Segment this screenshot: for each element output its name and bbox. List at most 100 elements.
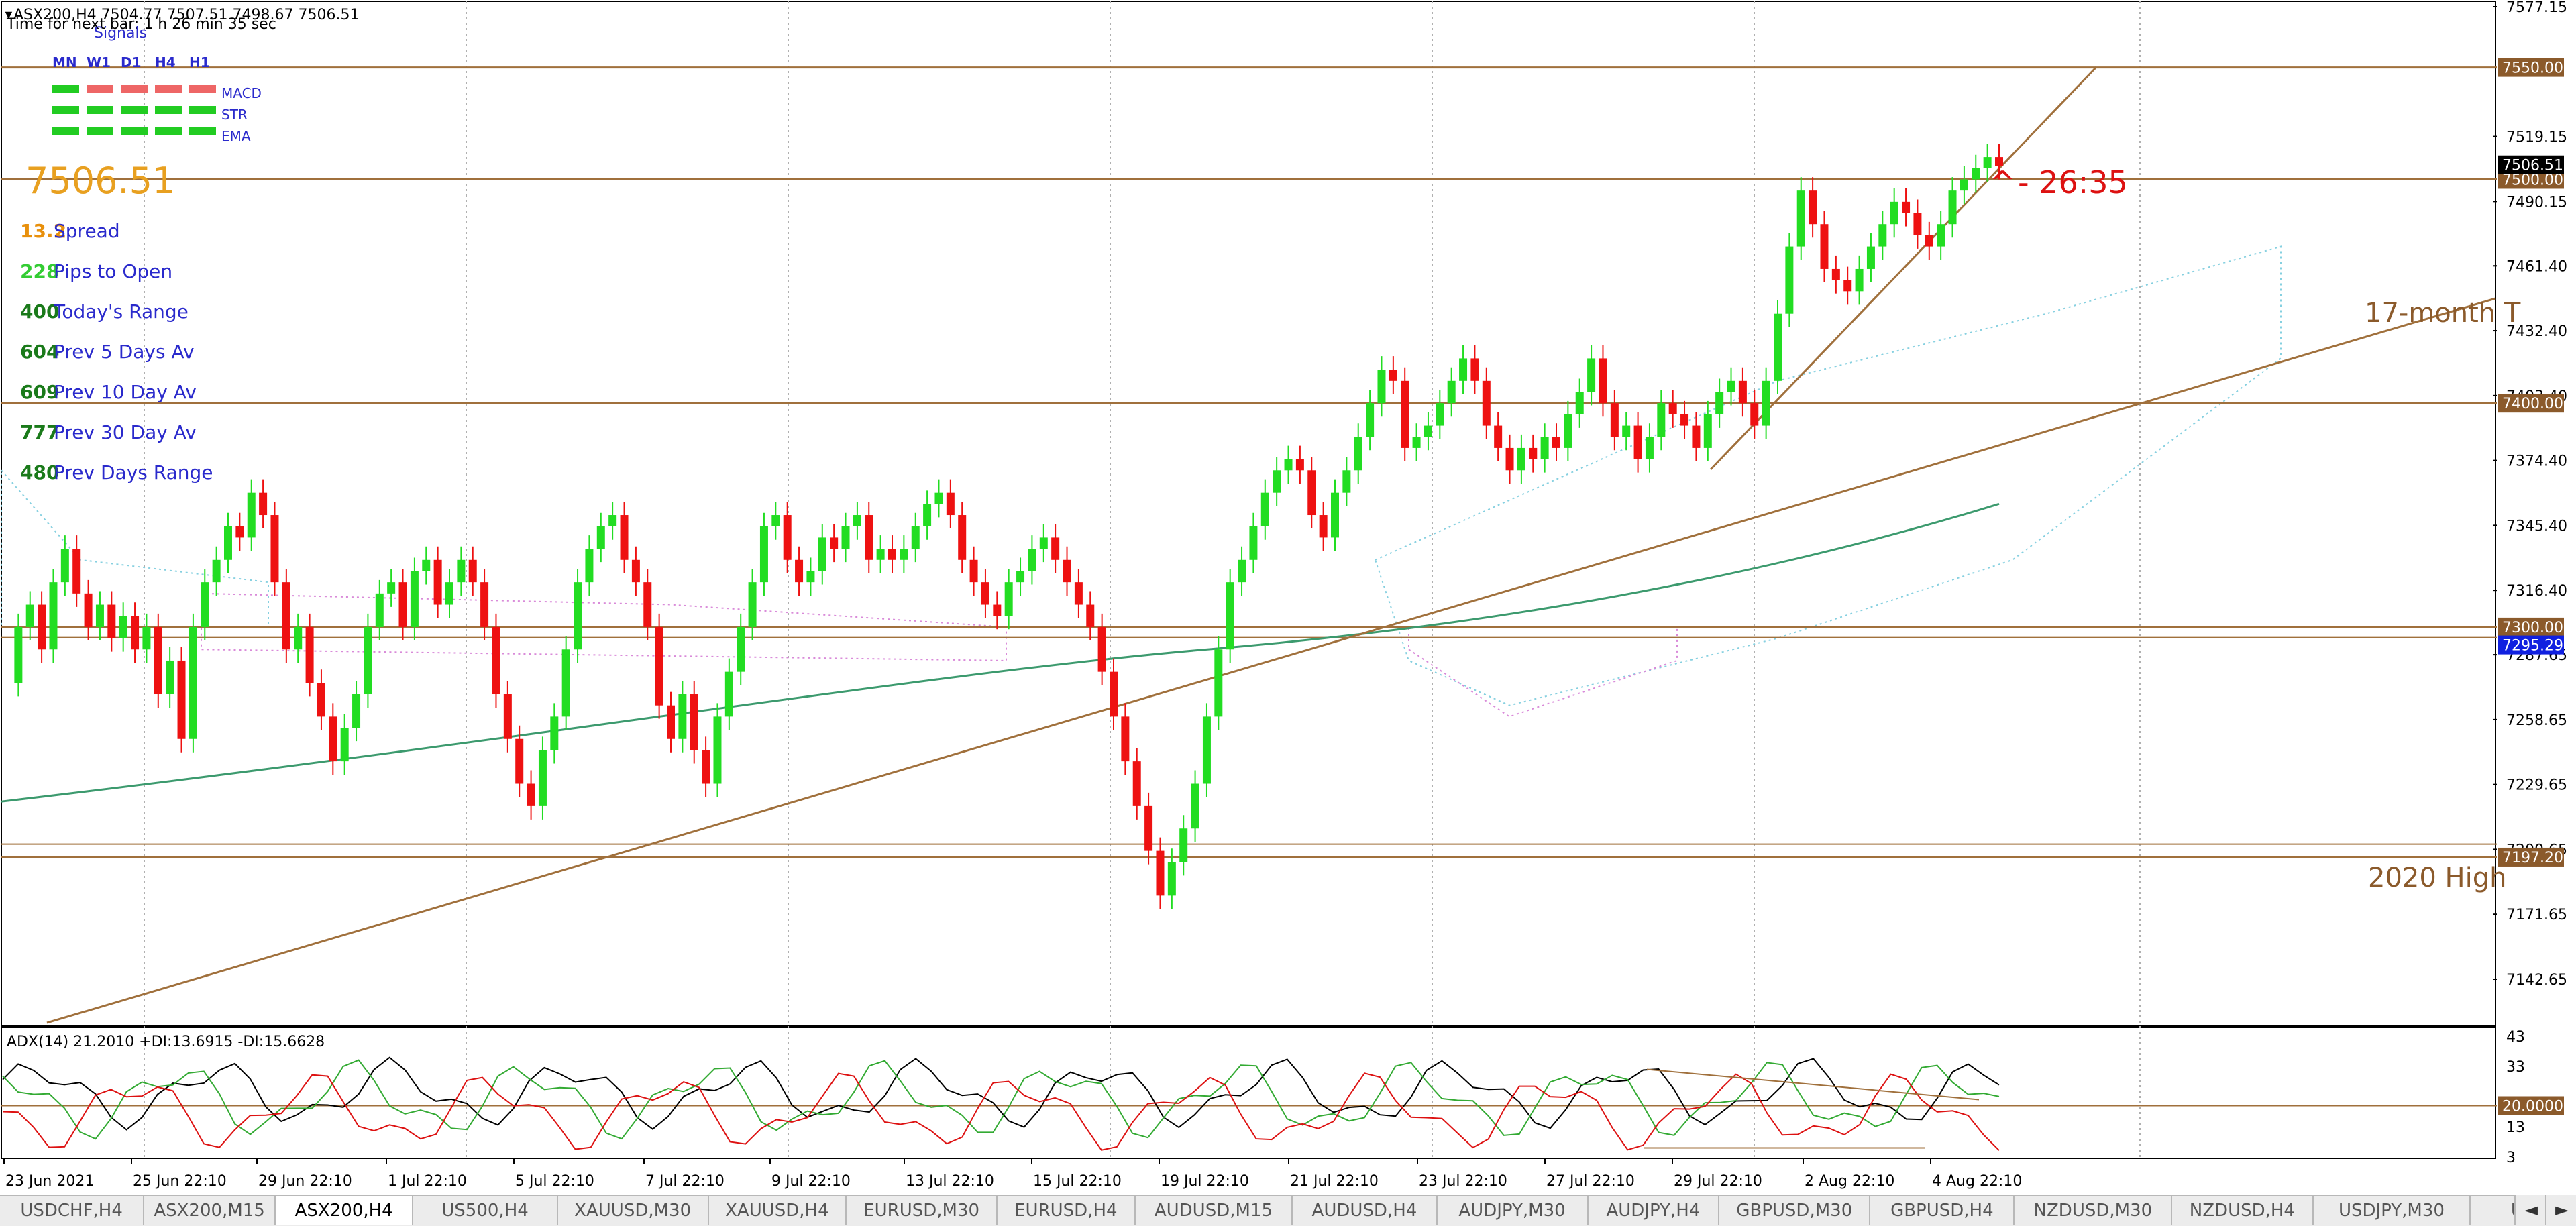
candle-body: [1843, 280, 1852, 292]
symbol-tab-bar: USDCHF,H4 ASX200,M15 ASX200,H4 US500,H4 XAUU…: [0, 1195, 2576, 1226]
candle-body: [340, 728, 349, 762]
tab-gbpusd-m30[interactable]: GBPUSD,M30: [1719, 1196, 1871, 1225]
tab-next-button[interactable]: ►: [2545, 1195, 2576, 1225]
candle-body: [900, 549, 908, 560]
candle-body: [1750, 403, 1759, 426]
tab-audusd-h4[interactable]: AUDUSD,H4: [1293, 1196, 1438, 1225]
tab-nzdusd-m30[interactable]: NZDUSD,M30: [2015, 1196, 2173, 1225]
tab-us500-h4[interactable]: US500,H4: [413, 1196, 558, 1225]
candle-body: [1063, 559, 1071, 583]
candle-body: [1214, 649, 1223, 717]
candle-body: [1004, 582, 1013, 616]
price-tick-label: 7461.40: [2506, 258, 2567, 275]
level-badge-text: 7550.00: [2502, 60, 2563, 77]
tab-eurusd-h4[interactable]: EURUSD,H4: [998, 1196, 1136, 1225]
candle-body: [60, 549, 69, 583]
candle-body: [25, 604, 34, 627]
candle-body: [422, 559, 431, 571]
time-tick-label: 23 Jun 2021: [5, 1173, 94, 1190]
candle-body: [468, 559, 477, 583]
stat-label: Today's Range: [53, 300, 189, 323]
candle-body: [888, 549, 896, 560]
candle-body: [1132, 761, 1141, 806]
time-tick-label: 9 Jul 22:10: [771, 1173, 851, 1190]
tab-asx200-h4[interactable]: ASX200,H4: [275, 1196, 414, 1225]
stat-label: Pips to Open: [54, 260, 172, 282]
tab-usdchf-h4[interactable]: USDCHF,H4: [0, 1196, 145, 1225]
candle-body: [748, 582, 757, 627]
candle-body: [1097, 626, 1106, 672]
candle-body: [1878, 224, 1887, 247]
candle-body: [1983, 157, 1992, 168]
candle-body: [1831, 268, 1840, 280]
chevron-down-icon[interactable]: ▼: [3, 8, 15, 21]
signal-cell: [87, 106, 113, 114]
tab-prev-button[interactable]: ◄: [2514, 1195, 2546, 1225]
signal-cell: [121, 85, 148, 93]
candle-body: [1074, 582, 1083, 605]
candle-body: [1703, 414, 1712, 448]
indicator-row-label: EMA: [221, 128, 251, 144]
candle-body: [596, 526, 605, 549]
tab-audjpy-m30[interactable]: AUDJPY,M30: [1438, 1196, 1589, 1225]
candle-body: [643, 582, 652, 627]
adx-tick-label: 13: [2506, 1119, 2525, 1136]
candle-body: [352, 694, 361, 728]
price-chart[interactable]: 7577.157519.157490.157461.407432.407403.…: [0, 0, 2576, 1195]
candle-body: [1668, 403, 1677, 414]
candle-body: [713, 716, 722, 784]
candle-body: [189, 626, 197, 739]
candle-body: [1820, 224, 1829, 269]
time-tick-label: 23 Jul 22:10: [1419, 1173, 1507, 1190]
candle-body: [1167, 862, 1176, 896]
adx-frame: [1, 1027, 2496, 1159]
adx-indicator-panel: [1, 1056, 2497, 1151]
candle-body: [865, 515, 873, 560]
time-tick-label: 15 Jul 22:10: [1033, 1173, 1122, 1190]
main-frame: [1, 1, 2496, 1027]
candle-body: [1366, 403, 1375, 437]
candle-body: [1144, 805, 1153, 851]
tab-usdjpy-m30[interactable]: USDJPY,M30: [2314, 1196, 2471, 1225]
bid-badge: [2498, 635, 2564, 655]
candle-body: [1587, 358, 1596, 392]
candle-body: [1016, 571, 1025, 583]
stat-label: Prev 30 Day Av: [54, 421, 197, 443]
chevron-left-icon: ◄: [2524, 1200, 2538, 1220]
signal-cell: [121, 127, 148, 135]
candle-body: [84, 593, 93, 627]
candle-body: [631, 559, 640, 583]
candle-body: [655, 626, 663, 706]
candle-body: [538, 750, 547, 806]
candle-body: [1622, 425, 1631, 437]
tab-nzdusd-h4[interactable]: NZDUSD,H4: [2172, 1196, 2314, 1225]
time-tick-label: 21 Jul 22:10: [1290, 1173, 1379, 1190]
candle-body: [433, 559, 442, 605]
level-badge: [2498, 58, 2564, 77]
timeframe-label: H1: [189, 54, 210, 70]
signal-cell: [189, 106, 216, 114]
tab-audusd-m15[interactable]: AUDUSD,M15: [1136, 1196, 1293, 1225]
time-tick-label: 4 Aug 22:10: [1932, 1173, 2022, 1190]
candle-body: [387, 582, 396, 594]
tab-xauusd-h4[interactable]: XAUUSD,H4: [709, 1196, 847, 1225]
tab-eurusd-m30[interactable]: EURUSD,M30: [847, 1196, 998, 1225]
candle-body: [1866, 246, 1875, 269]
candle-body: [1540, 437, 1549, 459]
timeframe-label: H4: [155, 54, 176, 70]
candle-body: [1354, 437, 1362, 471]
candle-body: [993, 604, 1002, 616]
candle-body: [1517, 447, 1525, 471]
high-label: 2020 High: [2368, 862, 2506, 893]
tab-audjpy-h4[interactable]: AUDJPY,H4: [1589, 1196, 1720, 1225]
candle-body: [72, 549, 81, 594]
candle-body: [1855, 268, 1864, 292]
tab-gbpusd-h4[interactable]: GBPUSD,H4: [1870, 1196, 2015, 1225]
time-tick-label: 25 Jun 22:10: [133, 1173, 227, 1190]
trend-line-short: [1709, 66, 2098, 471]
tab-asx200-m15[interactable]: ASX200,M15: [144, 1196, 276, 1225]
candle-body: [95, 604, 104, 627]
stat-value: 777: [20, 421, 59, 443]
tab-xauusd-m30[interactable]: XAUUSD,M30: [558, 1196, 709, 1225]
